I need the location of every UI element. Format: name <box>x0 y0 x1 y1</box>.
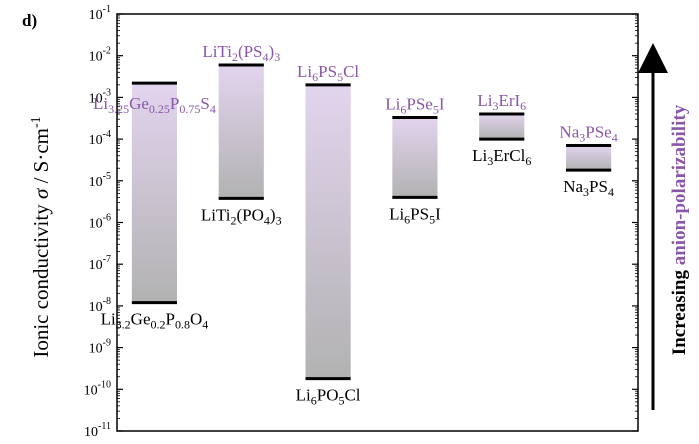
y-tick-label: 10-11 <box>84 421 111 440</box>
range-bar <box>392 117 438 198</box>
y-tick-label: 10-8 <box>89 296 111 315</box>
high-label: Li6PS5Cl <box>297 62 359 84</box>
low-label: Li6PS5I <box>389 204 441 226</box>
range-bar <box>131 83 177 303</box>
y-tick-label: 10-5 <box>89 171 111 190</box>
y-tick-label: 10-4 <box>89 129 111 148</box>
y-tick-label: 10-10 <box>84 379 111 398</box>
svg-text:Ionic conductivity σ / S·cm-1: Ionic conductivity σ / S·cm-1 <box>29 116 53 357</box>
range-bar <box>479 113 525 140</box>
high-label: Li6PSe5I <box>385 94 445 116</box>
range-bar <box>305 84 351 379</box>
y-tick-label: 10-2 <box>89 46 111 65</box>
low-label: LiTi2(PO4)3 <box>201 205 282 227</box>
low-label: Li3.2Ge0.2P0.8O4 <box>101 310 209 332</box>
panel-label: d) <box>22 11 37 30</box>
high-label: Li3ErI6 <box>477 91 526 113</box>
y-axis-title: Ionic conductivity σ / S·cm-1 <box>29 116 53 357</box>
y-tick-label: 10-1 <box>89 4 111 23</box>
y-tick-label: 10-3 <box>89 87 111 106</box>
y-tick-label: 10-9 <box>89 338 111 357</box>
low-label: Li6PO5Cl <box>296 386 361 408</box>
range-bar <box>218 64 264 199</box>
bar-group <box>131 63 612 381</box>
high-label: LiTi2(PS4)3 <box>202 42 280 64</box>
high-label: Li3.25Ge0.25P0.75S4 <box>93 94 216 116</box>
high-label: Na3PSe4 <box>559 123 617 145</box>
y-tick-label: 10-6 <box>89 213 111 232</box>
right-annotation: Increasing anion-polarizability <box>669 104 690 355</box>
low-label: Na3PS4 <box>563 177 614 199</box>
y-tick-label: 10-7 <box>89 254 111 273</box>
low-label: Li3ErCl6 <box>472 146 531 168</box>
plot-frame <box>116 13 639 432</box>
range-bar <box>566 145 612 171</box>
material-labels: Li3.25Ge0.25P0.75S4 Li3.2Ge0.2P0.8O4 LiTi2… <box>93 42 618 408</box>
